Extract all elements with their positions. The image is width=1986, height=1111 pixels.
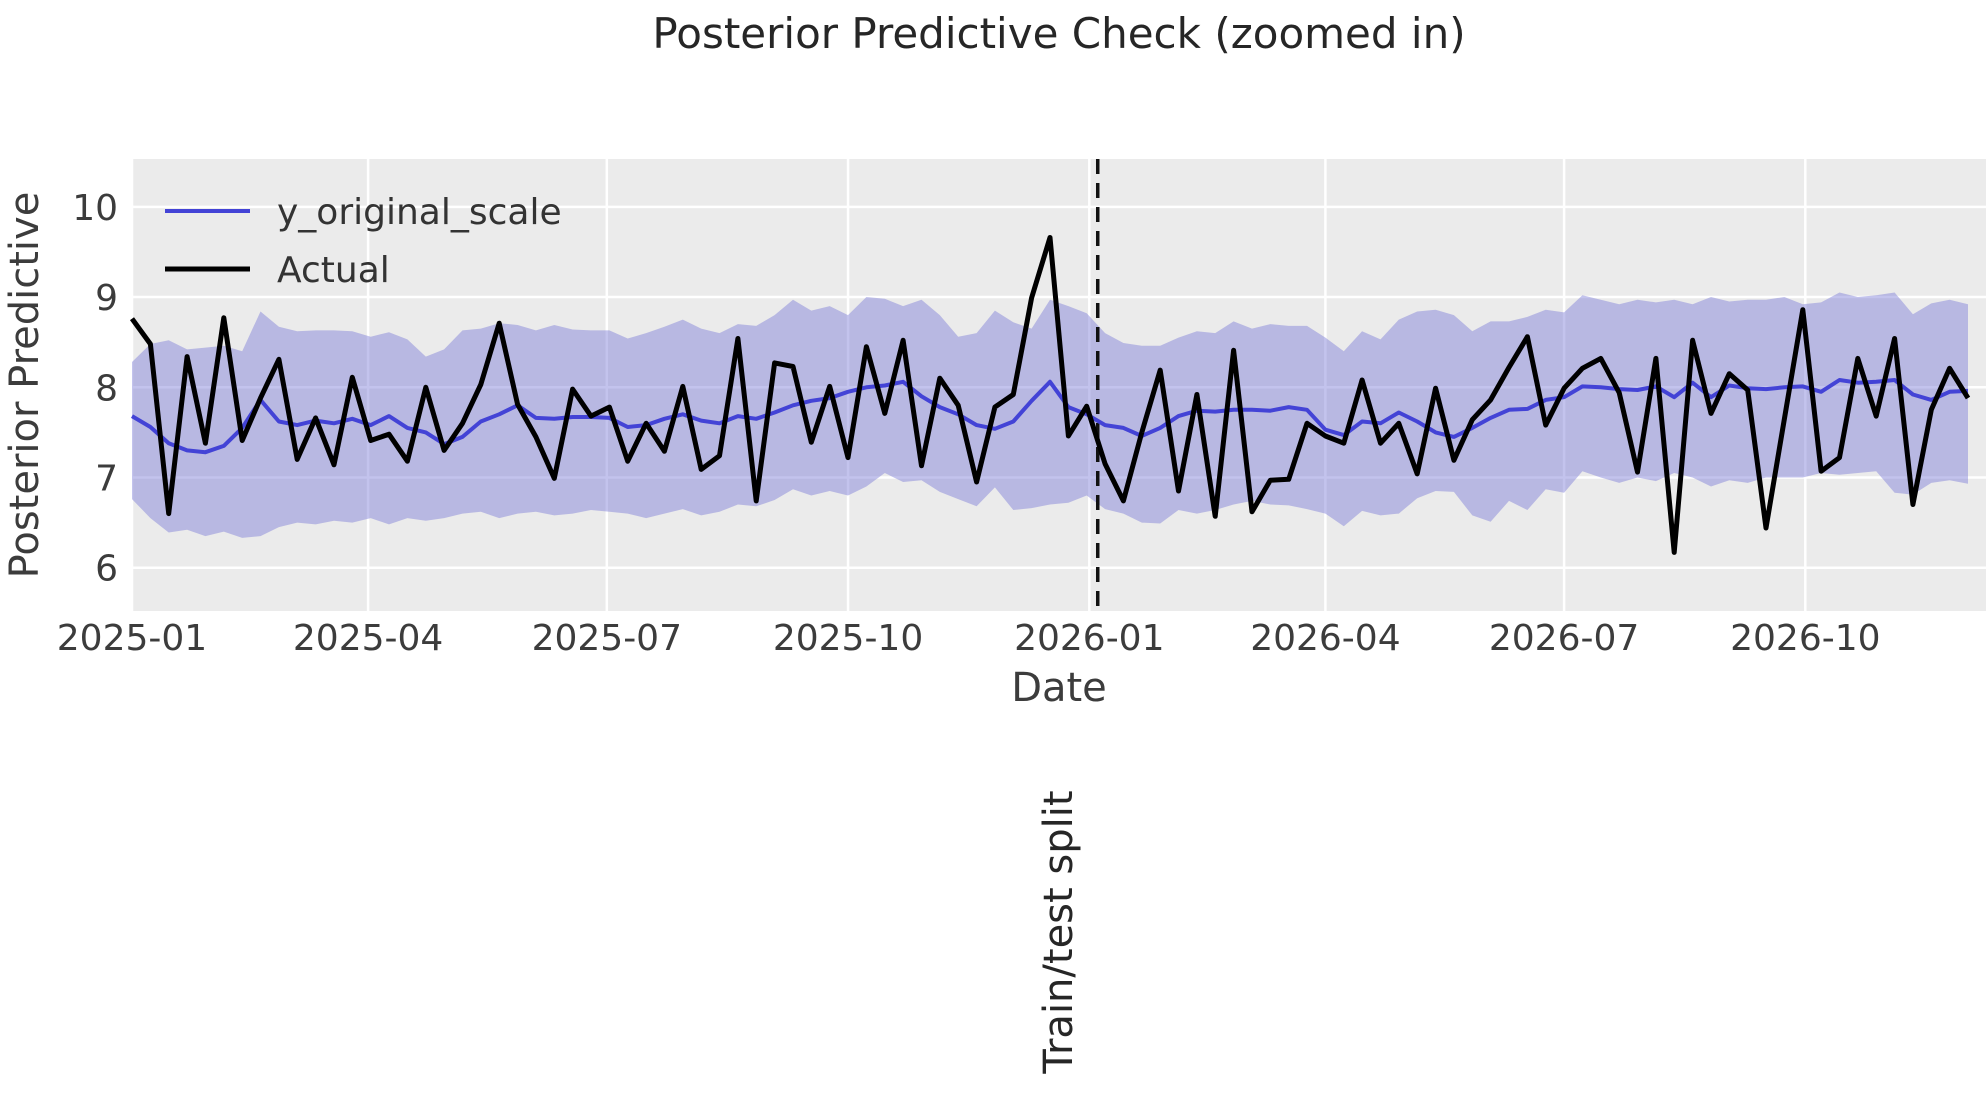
x-tick-label: 2025-04 [293,618,443,659]
y-tick-label: 9 [95,278,118,319]
legend-label-y-original-scale: y_original_scale [277,192,562,233]
x-tick-label: 2026-04 [1250,618,1400,659]
gridlines [130,159,1986,611]
mean-line-path [130,378,1969,455]
x-tick-label: 2026-01 [1014,618,1164,659]
y-tick-labels: 6 7 8 9 10 [72,188,118,590]
y-tick-label: 8 [95,368,118,409]
actual-line-path [129,235,1971,555]
x-tick-label: 2025-07 [532,618,682,659]
y-tick-label: 6 [95,549,118,590]
x-tick-label: 2026-10 [1730,618,1880,659]
y-tick-label: 7 [95,458,118,499]
train-test-split-label: Train/test split [1036,790,1082,1074]
legend-label-actual: Actual [277,250,390,291]
y-axis-label: Posterior Predictive [2,192,48,579]
x-tick-label: 2025-10 [773,618,923,659]
chart-title: Posterior Predictive Check (zoomed in) [652,9,1465,58]
credible-interval-band [132,292,1968,538]
band-path [132,292,1968,538]
x-axis-label: Date [1011,665,1107,711]
x-tick-label: 2026-07 [1489,618,1639,659]
x-tick-label: 2025-01 [57,618,207,659]
legend: y_original_scale Actual [165,192,562,291]
y-tick-label: 10 [72,188,118,229]
series-lines [129,235,1971,555]
x-tick-labels: 2025-01 2025-04 2025-07 2025-10 2026-01 2026-… [57,618,1881,659]
